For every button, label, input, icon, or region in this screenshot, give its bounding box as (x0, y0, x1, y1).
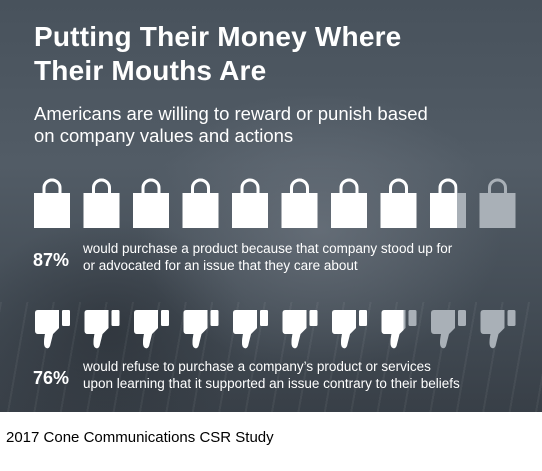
thumbs-down-pictograph (33, 302, 523, 354)
stat-description-line-1: would purchase a product because that co… (83, 241, 453, 256)
infographic-panel: Putting Their Money Where Their Mouths A… (0, 0, 542, 412)
infographic-title: Putting Their Money Where Their Mouths A… (34, 20, 524, 88)
title-line-2: Their Mouths Are (34, 55, 267, 86)
shopping-bag-icon (479, 178, 516, 228)
subtitle-line-1: Americans are willing to reward or punis… (34, 103, 428, 124)
subtitle-line-2: on company values and actions (34, 125, 294, 146)
stat-description: would purchase a product because that co… (83, 240, 523, 274)
shopping-bag-icon (34, 178, 70, 228)
thumbs-down-icon (381, 310, 417, 349)
shopping-bag-icon (281, 178, 318, 228)
shopping-bag-icon (380, 178, 417, 228)
thumbs-down-icon (84, 310, 120, 349)
stat-percent: 76% (33, 368, 70, 388)
shopping-bag-icon (182, 178, 219, 228)
title-line-1: Putting Their Money Where (34, 21, 402, 52)
shopping-bag-icon (83, 178, 120, 228)
thumbs-down-icon (431, 310, 466, 349)
thumbs-down-icon (233, 310, 268, 349)
stat-description-line-2: upon learning that it supported an issue… (83, 376, 460, 391)
source-caption: 2017 Cone Communications CSR Study (6, 429, 274, 446)
thumbs-down-icons (35, 310, 516, 349)
thumbs-down-icon (183, 310, 219, 349)
thumbs-down-icon (282, 310, 318, 349)
stat-description: would refuse to purchase a company’s pro… (83, 358, 523, 392)
thumbs-down-icon (35, 310, 70, 349)
infographic-subtitle: Americans are willing to reward or punis… (34, 103, 524, 147)
shopping-bag-icon (430, 178, 466, 228)
stat-description-line-1: would refuse to purchase a company’s pro… (83, 359, 431, 374)
shopping-bag-icon (232, 178, 268, 228)
stat-percent: 87% (33, 250, 70, 270)
thumbs-down-icon (332, 310, 367, 349)
shopping-bag-icons (34, 178, 516, 228)
shopping-bag-icon (331, 178, 367, 228)
shopping-bag-icon (133, 178, 169, 228)
stat-description-line-2: or advocated for an issue that they care… (83, 258, 358, 273)
shopping-bag-pictograph (33, 178, 523, 230)
thumbs-down-icon (134, 310, 169, 349)
thumbs-down-icon (480, 310, 516, 349)
